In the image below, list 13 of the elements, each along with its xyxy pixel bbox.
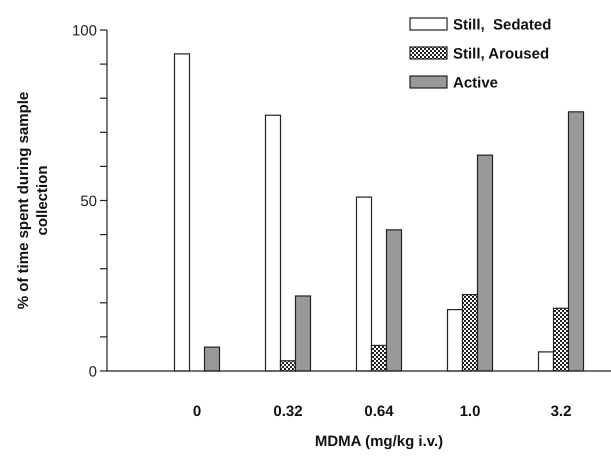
legend-label: Active <box>453 74 498 92</box>
y-axis-title: % of time spent during sample collection <box>15 92 51 310</box>
legend-label: Still, Aroused <box>453 45 550 62</box>
y-tick-label: 100 <box>72 22 97 40</box>
y-tick-label: 50 <box>80 192 97 210</box>
x-axis-title: MDMA (mg/kg i.v.) <box>314 433 444 450</box>
x-tick-label: 0.32 <box>273 403 303 420</box>
x-tick-label: 3.2 <box>550 403 572 420</box>
x-tick-label: 1.0 <box>460 403 480 420</box>
x-tick-label: 0 <box>192 403 202 420</box>
legend-label: Still, Sedated <box>453 16 552 34</box>
x-tick-label: 0.64 <box>364 403 394 420</box>
y-tick-label: 0 <box>88 363 97 380</box>
